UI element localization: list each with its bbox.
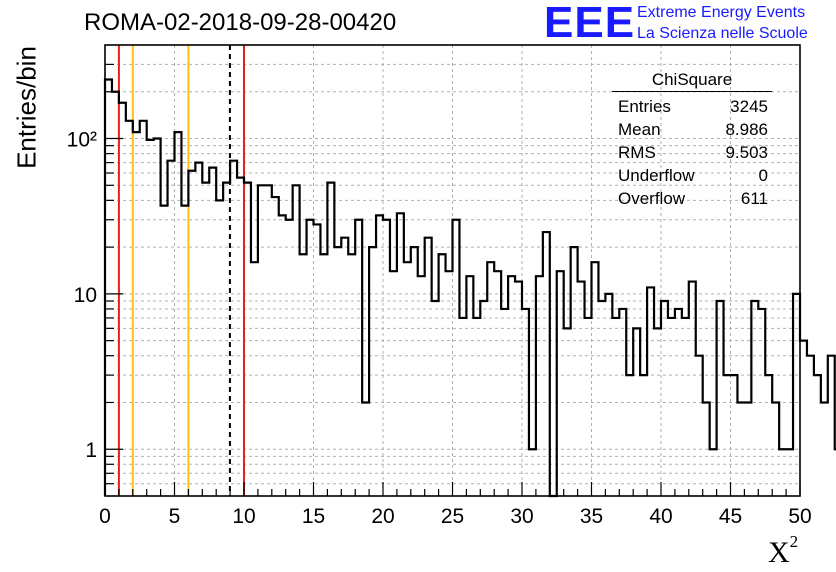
stats-label: Overflow <box>618 189 686 208</box>
axis-ticks <box>104 63 801 496</box>
x-tick-label: 15 <box>302 505 325 528</box>
stats-value: 3245 <box>730 97 768 116</box>
chart-title: ROMA-02-2018-09-28-00420 <box>84 9 397 36</box>
stats-row-overflow: Overflow 611 <box>612 187 772 210</box>
y-tick-labels: 1 10 10² <box>67 129 97 463</box>
eee-logo: EEE <box>544 0 636 47</box>
x-axis-label: X2 <box>768 532 798 570</box>
stats-row-rms: RMS 9.503 <box>612 141 772 164</box>
x-tick-labels: 0 5 10 15 20 25 30 35 40 45 50 <box>99 505 812 528</box>
stats-row-underflow: Underflow 0 <box>612 164 772 187</box>
x-tick-label: 30 <box>510 505 533 528</box>
stats-value: 0 <box>758 166 768 185</box>
x-tick-label: 45 <box>719 505 742 528</box>
x-tick-label: 0 <box>99 505 111 528</box>
stats-value: 8.986 <box>725 120 768 139</box>
stats-row-mean: Mean 8.986 <box>612 118 772 141</box>
stats-label: Mean <box>618 120 661 139</box>
y-tick-label: 10 <box>74 284 97 307</box>
stats-row-entries: Entries 3245 <box>612 95 772 118</box>
x-tick-label: 40 <box>649 505 672 528</box>
x-axis-label-text: X <box>768 536 790 569</box>
stats-value: 9.503 <box>725 143 768 162</box>
x-tick-label: 25 <box>441 505 464 528</box>
x-tick-label: 20 <box>371 505 394 528</box>
logo-line-1: Extreme Energy Events <box>637 4 806 21</box>
stats-title: ChiSquare <box>612 70 772 92</box>
logo-line-2: La Scienza nelle Scuole <box>637 25 808 42</box>
stats-value: 611 <box>740 189 768 208</box>
y-tick-label: 1 <box>85 439 97 462</box>
stats-label: Underflow <box>618 166 695 185</box>
x-tick-label: 5 <box>169 505 181 528</box>
x-tick-label: 50 <box>788 505 811 528</box>
histogram-outline <box>103 78 836 498</box>
y-tick-label: 10² <box>67 129 97 152</box>
stats-label: RMS <box>618 143 656 162</box>
x-tick-label: 10 <box>232 505 255 528</box>
x-tick-label: 35 <box>580 505 603 528</box>
stats-box: ChiSquare Entries 3245 Mean 8.986 RMS 9.… <box>612 70 772 210</box>
reference-lines <box>117 45 245 496</box>
x-axis-label-superscript: 2 <box>789 532 799 551</box>
stats-label: Entries <box>618 97 671 116</box>
y-axis-label: Entries/bin <box>11 46 42 169</box>
